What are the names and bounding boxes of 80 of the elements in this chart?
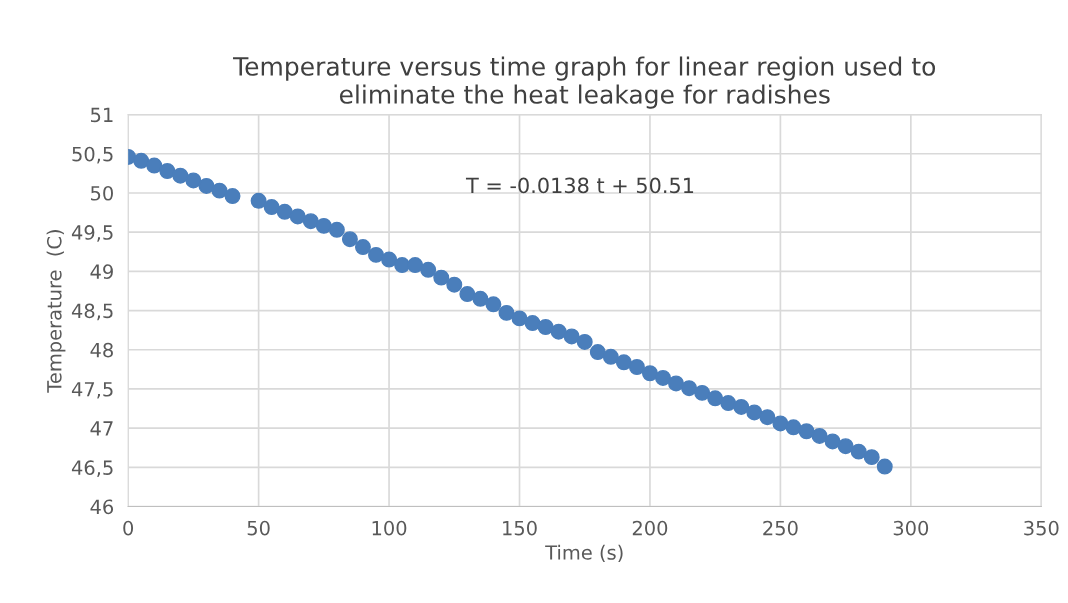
point bbox=[746, 404, 763, 421]
point bbox=[354, 239, 371, 256]
point bbox=[524, 315, 541, 332]
point bbox=[576, 333, 593, 350]
point bbox=[772, 415, 789, 432]
point bbox=[446, 276, 463, 293]
point bbox=[224, 188, 241, 205]
point bbox=[602, 348, 619, 365]
point bbox=[837, 438, 854, 455]
point bbox=[681, 380, 698, 397]
point bbox=[459, 286, 476, 303]
point bbox=[289, 208, 306, 225]
point bbox=[850, 443, 867, 460]
point bbox=[759, 409, 776, 426]
point bbox=[315, 217, 332, 234]
point bbox=[250, 192, 267, 209]
x-tick-label: 200 bbox=[632, 520, 668, 536]
y-tick-label: 48 bbox=[90, 342, 113, 358]
x-tick-label: 100 bbox=[372, 520, 407, 536]
point bbox=[824, 433, 841, 450]
point bbox=[641, 365, 658, 382]
point bbox=[394, 257, 411, 274]
point bbox=[537, 319, 554, 335]
point bbox=[341, 231, 358, 248]
point bbox=[655, 369, 671, 386]
point bbox=[407, 257, 424, 274]
point bbox=[694, 384, 711, 401]
y-axis-title: Temperature (C) bbox=[46, 230, 66, 393]
x-tick-label: 300 bbox=[893, 520, 929, 536]
y-tick-label: 47,5 bbox=[71, 382, 113, 399]
y-tick-label: 46 bbox=[90, 499, 114, 515]
point bbox=[433, 269, 450, 286]
y-tick-label: 51 bbox=[91, 107, 113, 123]
point bbox=[485, 296, 502, 313]
point bbox=[381, 251, 398, 268]
point bbox=[876, 458, 893, 475]
x-tick-label: 50 bbox=[247, 520, 270, 536]
point bbox=[198, 177, 215, 194]
point bbox=[589, 344, 606, 361]
point bbox=[328, 221, 345, 238]
y-tick-label: 47 bbox=[90, 421, 113, 436]
point bbox=[785, 419, 802, 436]
x-tick-label: 0 bbox=[123, 520, 134, 536]
point bbox=[498, 304, 515, 321]
point bbox=[811, 427, 828, 444]
point bbox=[615, 354, 632, 371]
point bbox=[420, 261, 437, 278]
x-tick-label: 350 bbox=[1024, 520, 1059, 536]
point bbox=[511, 310, 528, 327]
point bbox=[263, 199, 280, 216]
point bbox=[368, 246, 384, 263]
point bbox=[185, 172, 202, 189]
y-tick-label: 46,5 bbox=[71, 460, 113, 477]
x-tick-label: 150 bbox=[503, 520, 537, 536]
point bbox=[276, 203, 293, 220]
y-tick-label: 50,5 bbox=[72, 146, 113, 164]
point bbox=[302, 213, 319, 230]
chart-title: Temperature versus time graph for linear region used to eliminate the heat leakage for radishes bbox=[233, 56, 936, 109]
x-axis-title: Time (s) bbox=[545, 544, 623, 563]
point bbox=[550, 323, 567, 340]
point bbox=[146, 157, 163, 174]
point bbox=[133, 152, 150, 169]
y-tick-label: 49,5 bbox=[71, 225, 113, 242]
point bbox=[798, 423, 815, 440]
annotation: T = -0.0138 t + 50.51 bbox=[465, 177, 694, 194]
point bbox=[707, 390, 724, 407]
y-tick-label: 48,5 bbox=[71, 303, 113, 321]
point bbox=[472, 290, 489, 307]
y-tick-label: 49 bbox=[90, 264, 113, 280]
y-tick-label: 50 bbox=[91, 185, 113, 201]
point bbox=[863, 449, 880, 466]
point bbox=[668, 375, 685, 392]
point bbox=[159, 163, 176, 179]
point bbox=[720, 395, 737, 412]
point bbox=[733, 398, 750, 415]
point bbox=[628, 359, 645, 375]
x-tick-label: 250 bbox=[763, 520, 798, 536]
point bbox=[172, 167, 189, 184]
point bbox=[563, 328, 580, 345]
point bbox=[211, 182, 228, 199]
